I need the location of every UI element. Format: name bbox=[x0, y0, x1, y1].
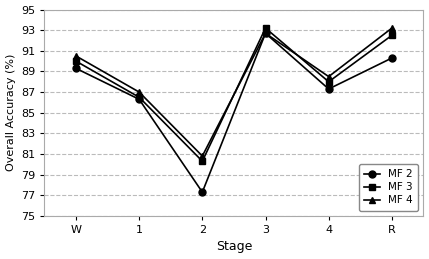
MF 2 bbox=[73, 67, 79, 70]
Line: MF 2: MF 2 bbox=[73, 30, 396, 196]
Line: MF 4: MF 4 bbox=[73, 25, 396, 160]
MF 4 bbox=[389, 27, 394, 30]
MF 2 bbox=[263, 32, 268, 35]
MF 3 bbox=[200, 160, 205, 163]
MF 4 bbox=[200, 154, 205, 157]
MF 3 bbox=[326, 80, 331, 83]
MF 3 bbox=[263, 27, 268, 30]
MF 4 bbox=[73, 54, 79, 57]
MF 4 bbox=[136, 91, 142, 94]
MF 4 bbox=[263, 32, 268, 35]
Line: MF 3: MF 3 bbox=[73, 25, 396, 165]
Legend: MF 2, MF 3, MF 4: MF 2, MF 3, MF 4 bbox=[359, 164, 418, 211]
MF 4 bbox=[326, 75, 331, 78]
MF 2 bbox=[136, 98, 142, 101]
MF 2 bbox=[389, 56, 394, 60]
Y-axis label: Overall Accuracy (%): Overall Accuracy (%) bbox=[6, 54, 15, 171]
MF 2 bbox=[326, 88, 331, 91]
X-axis label: Stage: Stage bbox=[216, 240, 252, 254]
MF 3 bbox=[136, 96, 142, 99]
MF 3 bbox=[73, 60, 79, 63]
MF 2 bbox=[200, 191, 205, 194]
MF 3 bbox=[389, 34, 394, 37]
